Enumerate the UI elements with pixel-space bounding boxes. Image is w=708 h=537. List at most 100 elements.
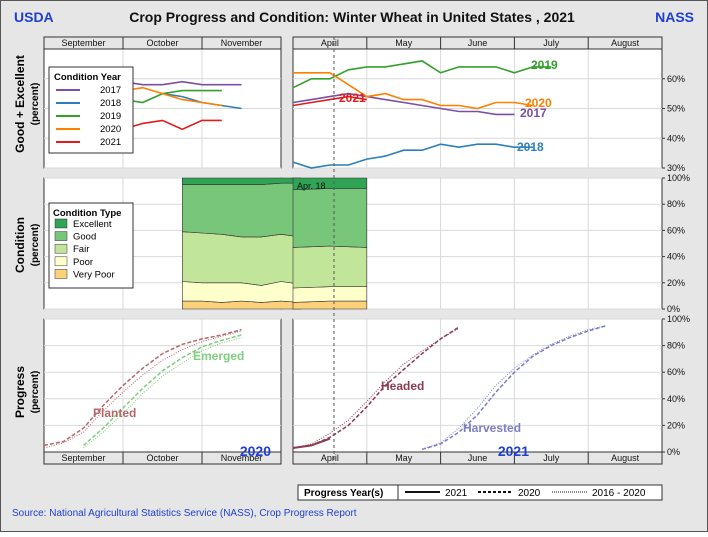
month-label-top-fall-2: November [221,38,263,48]
legend-ct-label-fair: Fair [73,244,89,255]
usda-label: USDA [14,9,54,25]
y-label-gex-unit: (percent) [30,83,41,126]
progress-year-2021: 2021 [498,443,529,459]
month-label-top-spring-3: July [543,38,560,48]
y-label-cond-unit: (percent) [30,224,41,267]
progress-line-2020-Planted [43,328,242,447]
gex-line-spring-2021 [292,95,367,107]
month-label-bot-spring-3: July [543,453,560,463]
legend-cy-items: 2017 2018 2019 2020 2021 [56,85,121,148]
legend-cy-label-2018: 2018 [100,98,121,109]
month-label-bot-spring-4: August [611,453,640,463]
legend-ct-swatch-fair [54,243,68,254]
condition-areas [182,177,368,310]
month-label-top-spring-2: June [468,38,488,48]
month-label-top-fall-1: October [146,38,178,48]
y-tick-prog-4: 80% [667,341,685,351]
condition-area-fall-very-poor [182,300,302,310]
gex-series-label-2020: 2020 [525,96,552,110]
y-label-gex-text: Good + Excellent [13,55,27,153]
legend-cy-label-2017: 2017 [100,85,121,96]
progress-series-label-headed: Headed [381,379,424,393]
legend-py-2021: 2021 [445,488,468,499]
month-strips: September October November April May June July… [43,36,663,465]
condition-area-spring-fair [292,245,368,289]
month-label-top-spring-4: August [611,38,640,48]
y-tick-cond-0: 0% [667,304,680,314]
progress-line-avg-Emerged [83,337,242,449]
gex-line-fall-2020 [122,86,222,107]
progress-year-2020: 2020 [240,443,271,459]
progress-series-label-planted: Planted [93,406,136,420]
month-label-top-spring-1: May [395,38,413,48]
legend-py-avg: 2016 - 2020 [592,488,646,499]
gex-series-label-2018: 2018 [517,140,544,154]
month-strip [292,36,663,50]
legend-ct-label-very-poor: Very Poor [73,269,115,280]
y-label-prog-unit: (percent) [30,371,41,414]
y-tick-gex-0: 30% [667,163,685,173]
progress-line-2020-Harvested [421,324,607,451]
y-tick-gex-1: 40% [667,133,685,143]
legend-progress-years: Progress Year(s) 2021 2020 2016 - 2020 [297,484,663,501]
legend-condition-year: Condition Year 2017 2018 2019 2020 2021 [48,66,134,154]
legend-ct-label-poor: Poor [73,257,93,268]
series-labels: 2017 2018 2019 2020 2021 Planted Emerged Headed… [93,58,558,435]
gex-line-fall-2017 [122,80,242,86]
y-tick-cond-5: 100% [667,173,690,183]
progress-series-label-harvested: Harvested [463,421,521,435]
panel-prog-spring [292,318,663,465]
legend-cy-label-2019: 2019 [100,111,121,122]
progress-lines [43,324,607,451]
condition-area-fall-fair [182,231,302,286]
condition-area-spring-poor [292,286,368,303]
legend-ct-swatch-poor [54,256,68,267]
y-tick-cond-2: 40% [667,252,685,262]
progress-line-2020-Headed [292,326,460,449]
date-marker-label: Apr. 18 [297,181,326,191]
condition-area-spring-excellent [292,177,368,191]
month-label-top-fall-0: September [61,38,105,48]
nass-label: NASS [655,9,694,25]
legend-cy-label-2020: 2020 [100,124,121,135]
progress-line-avg-Harvested [421,325,607,450]
month-strip [292,451,663,465]
y-tick-labels: 30%40%50%60%0%20%40%60%80%100%0%20%40%60… [662,74,690,457]
month-label-bot-fall-1: October [146,453,178,463]
legend-py-title: Progress Year(s) [304,488,383,499]
legend-ct-swatch-excellent [54,218,68,229]
legend-ct-title: Condition Type [53,208,121,219]
y-label-good-excellent: Good + Excellent (percent) [13,55,41,153]
month-label-bot-fall-2: November [221,453,263,463]
month-strip [43,451,282,465]
legend-cy-box [48,66,134,154]
y-tick-gex-3: 60% [667,74,685,84]
legend-py-2020: 2020 [518,488,541,499]
gex-line-fall-2019 [122,89,222,104]
gex-lines [103,60,552,169]
y-label-cond-text: Condition [13,217,27,273]
legend-cy-title: Condition Year [54,72,121,83]
gex-line-spring-2019 [292,60,552,89]
progress-series-label-emerged: Emerged [193,349,244,363]
y-tick-cond-1: 20% [667,278,685,288]
condition-area-fall-good [182,182,302,238]
month-label-bot-spring-0: April [321,453,339,463]
month-label-bot-fall-0: September [61,453,105,463]
month-label-bot-spring-1: May [395,453,413,463]
gex-series-label-2021: 2021 [339,91,366,105]
legend-cy-label-2021: 2021 [100,137,121,148]
month-label-bot-spring-2: June [468,453,488,463]
legend-ct-swatch-good [54,231,68,241]
y-label-condition: Condition (percent) [13,217,41,273]
y-tick-gex-2: 50% [667,104,685,114]
panel-gex-spring [292,36,663,169]
y-tick-prog-2: 40% [667,394,685,404]
condition-area-fall-poor [182,281,302,303]
month-label-top-spring-0: April [321,38,339,48]
y-tick-prog-5: 100% [667,314,690,324]
